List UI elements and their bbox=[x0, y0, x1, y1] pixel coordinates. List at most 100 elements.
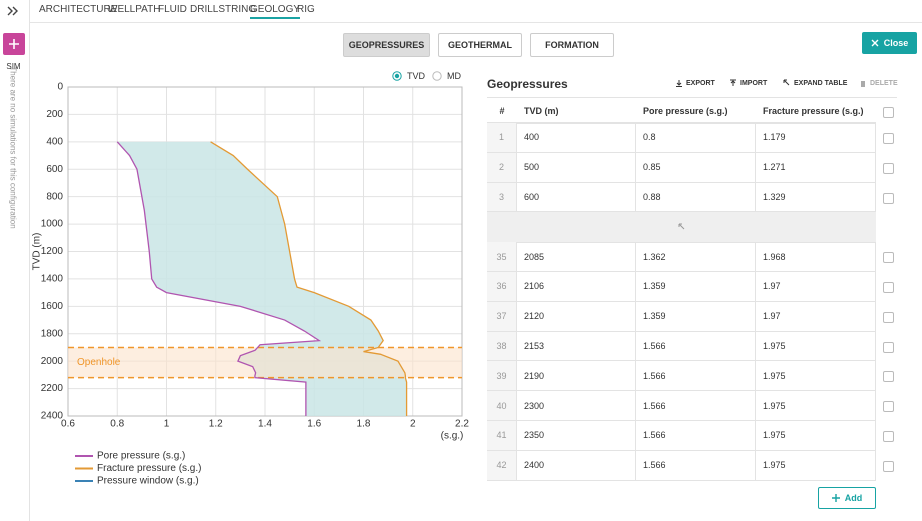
table-cell: 1.271 bbox=[756, 152, 876, 183]
nav-divider bbox=[30, 22, 922, 23]
table-cell: 0.88 bbox=[636, 182, 756, 213]
table-cell: 2400 bbox=[517, 450, 636, 481]
row-checkbox[interactable] bbox=[883, 252, 894, 264]
table-cell: 40 bbox=[487, 391, 517, 421]
expand-icon[interactable] bbox=[7, 6, 19, 16]
table-action[interactable]: IMPORT bbox=[729, 79, 767, 88]
column-header: # bbox=[487, 100, 517, 123]
close-label: Close bbox=[883, 38, 909, 48]
x-tick-label: 1 bbox=[164, 419, 170, 430]
nav-tab[interactable]: FLUID bbox=[158, 4, 187, 15]
table-cell: 600 bbox=[517, 182, 636, 213]
row-checkbox[interactable] bbox=[883, 162, 894, 174]
table-cell: 1.968 bbox=[756, 242, 876, 272]
x-tick-label: 1.2 bbox=[209, 419, 223, 430]
x-tick-label: 1.4 bbox=[258, 419, 272, 430]
y-tick-label: 600 bbox=[46, 164, 63, 175]
radio-option[interactable]: TVD bbox=[392, 71, 425, 81]
y-tick-label: 2000 bbox=[41, 356, 64, 367]
table-action[interactable]: DELETE bbox=[859, 79, 898, 88]
x-tick-label: 1.6 bbox=[307, 419, 321, 430]
add-label: Add bbox=[844, 493, 863, 503]
x-tick-label: 1.8 bbox=[357, 419, 371, 430]
action-label: EXPORT bbox=[686, 80, 715, 87]
openhole-label: Openhole bbox=[77, 357, 121, 368]
subtab[interactable]: GEOTHERMAL bbox=[438, 33, 522, 57]
plot-frame bbox=[67, 86, 463, 417]
row-checkbox[interactable] bbox=[883, 281, 894, 293]
table-cell: 2085 bbox=[517, 242, 636, 272]
row-checkbox[interactable] bbox=[883, 460, 894, 472]
table-cell: 42 bbox=[487, 450, 517, 481]
row-checkbox[interactable] bbox=[883, 371, 894, 383]
action-label: EXPAND TABLE bbox=[794, 80, 848, 87]
column-header: Fracture pressure (s.g.) bbox=[756, 100, 876, 123]
y-tick-label: 1600 bbox=[41, 301, 64, 312]
y-tick-label: 1400 bbox=[41, 274, 64, 285]
x-tick-label: 0.8 bbox=[110, 419, 124, 430]
x-axis-label: (s.g.) bbox=[441, 431, 464, 442]
table-cell: 1.97 bbox=[756, 272, 876, 302]
table-action[interactable]: EXPAND TABLE bbox=[783, 79, 847, 88]
row-checkbox[interactable] bbox=[883, 132, 894, 144]
table-cell: 3 bbox=[487, 182, 517, 213]
collapsed-rows[interactable] bbox=[487, 212, 876, 244]
subtab[interactable]: GEOPRESSURES bbox=[343, 33, 430, 57]
legend-label: Pressure window (s.g.) bbox=[97, 476, 199, 487]
table-cell: 1.566 bbox=[636, 331, 756, 362]
close-button[interactable]: Close bbox=[862, 32, 917, 54]
table-title: Geopressures bbox=[487, 77, 568, 91]
nav-tab[interactable]: WELLPATH bbox=[108, 4, 161, 15]
table-cell: 36 bbox=[487, 272, 517, 302]
radio-option[interactable]: MD bbox=[432, 71, 461, 81]
table-cell: 1.975 bbox=[756, 391, 876, 421]
row-checkbox[interactable] bbox=[883, 401, 894, 413]
legend-label: Pore pressure (s.g.) bbox=[97, 451, 185, 462]
table-cell: 37 bbox=[487, 301, 517, 332]
table-cell: 1.566 bbox=[636, 450, 756, 481]
table-cell: 400 bbox=[517, 123, 636, 153]
table-cell: 1.975 bbox=[756, 331, 876, 362]
nav-tab[interactable]: ARCHITECTURE bbox=[39, 4, 118, 15]
series-line bbox=[116, 141, 322, 416]
row-checkbox[interactable] bbox=[883, 430, 894, 442]
radio-label: TVD bbox=[407, 71, 425, 81]
table-cell: 1.566 bbox=[636, 391, 756, 421]
y-tick-label: 2400 bbox=[41, 411, 64, 422]
nav-tab[interactable]: GEOLOGY bbox=[250, 4, 301, 19]
table-cell: 0.85 bbox=[636, 152, 756, 183]
add-button[interactable]: Add bbox=[818, 487, 876, 509]
action-label: DELETE bbox=[870, 80, 898, 87]
table-cell: 1.179 bbox=[756, 123, 876, 153]
table-cell: 1.566 bbox=[636, 421, 756, 451]
nav-tab[interactable]: DRILLSTRING bbox=[190, 4, 257, 15]
table-cell: 2106 bbox=[517, 272, 636, 302]
x-tick-label: 0.6 bbox=[61, 419, 75, 430]
column-header: TVD (m) bbox=[517, 100, 636, 123]
nav-tab[interactable]: RIG bbox=[297, 4, 315, 15]
table-rule bbox=[487, 97, 897, 98]
y-tick-label: 1000 bbox=[41, 219, 64, 230]
table-cell: 39 bbox=[487, 361, 517, 392]
table-cell: 1.97 bbox=[756, 301, 876, 332]
add-simulation-button[interactable] bbox=[3, 33, 25, 55]
column-header: Pore pressure (s.g.) bbox=[636, 100, 756, 123]
row-checkbox[interactable] bbox=[883, 107, 894, 118]
y-tick-label: 0 bbox=[57, 82, 63, 93]
table-cell: 1.359 bbox=[636, 272, 756, 302]
y-tick-label: 1200 bbox=[41, 246, 64, 257]
chart: 0 200 400 600 800 1000 1200 1400 1600 1800 2000 220… bbox=[32, 82, 470, 487]
subtab[interactable]: FORMATION bbox=[530, 33, 614, 57]
row-checkbox[interactable] bbox=[883, 341, 894, 353]
table-action[interactable]: EXPORT bbox=[675, 79, 715, 88]
sidebar-label: SIM bbox=[6, 62, 21, 71]
row-checkbox[interactable] bbox=[883, 192, 894, 204]
y-tick-label: 1800 bbox=[41, 328, 64, 339]
radio-label: MD bbox=[447, 71, 461, 81]
table-cell: 1.362 bbox=[636, 242, 756, 272]
action-label: IMPORT bbox=[740, 80, 768, 87]
table-cell: 0.8 bbox=[636, 123, 756, 153]
table-top-border bbox=[487, 123, 876, 124]
table-cell: 2300 bbox=[517, 391, 636, 421]
row-checkbox[interactable] bbox=[883, 311, 894, 323]
